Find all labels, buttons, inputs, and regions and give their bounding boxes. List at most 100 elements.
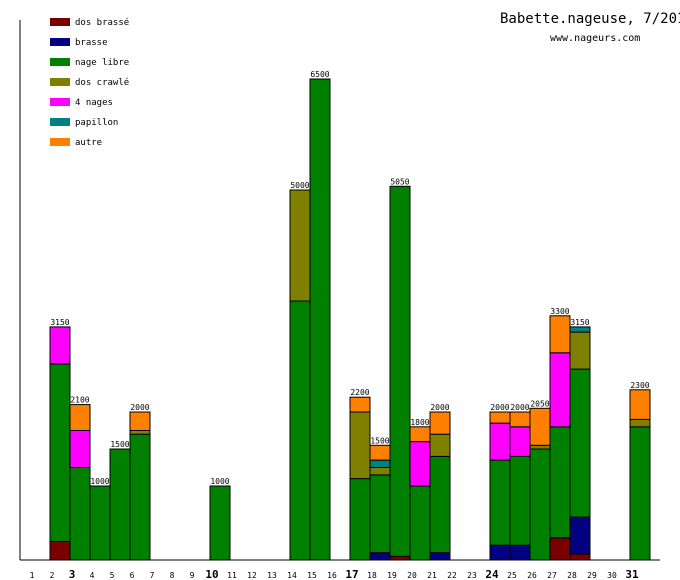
bar-segment-day24-2	[489, 459, 511, 546]
legend-swatch-3	[50, 78, 70, 86]
bar-segment-day25-6	[509, 411, 531, 428]
bar-segment-day10-2	[209, 485, 231, 561]
x-tick-label-22: 22	[447, 571, 457, 580]
bar-segment-day28-5	[569, 326, 591, 333]
bar-segment-day31-3	[629, 418, 651, 428]
x-tick-label-26: 26	[527, 571, 537, 580]
x-tick-label-1: 1	[30, 571, 35, 580]
x-tick-label-27: 27	[547, 571, 557, 580]
bar-segment-day24-1	[489, 544, 511, 561]
x-tick-label-7: 7	[150, 571, 155, 580]
bar-segment-day20-2	[409, 485, 431, 561]
bars-layer	[49, 78, 651, 561]
bar-segment-day21-1	[429, 552, 451, 561]
bar-segment-day14-3	[289, 189, 311, 302]
legend-label-2: nage libre	[75, 58, 129, 68]
bar-segment-day18-2	[369, 474, 391, 554]
legend-label-3: dos crawlé	[75, 77, 129, 88]
total-label-day15: 6500	[310, 70, 329, 79]
total-label-day14: 5000	[290, 181, 309, 190]
total-label-day18: 1500	[370, 436, 389, 445]
bar-segment-day27-6	[549, 315, 571, 354]
bar-segment-day31-2	[629, 426, 651, 561]
legend-label-6: autre	[75, 138, 102, 148]
x-tick-label-10: 10	[205, 568, 218, 580]
bar-segment-day27-0	[549, 537, 571, 561]
total-label-day28: 3150	[570, 318, 589, 327]
bar-segment-day5-2	[109, 448, 131, 561]
bar-segment-day18-5	[369, 459, 391, 469]
x-tick-label-23: 23	[467, 571, 477, 580]
x-tick-label-19: 19	[387, 571, 397, 580]
bar-segment-day26-3	[529, 444, 551, 450]
bar-segment-day24-6	[489, 411, 511, 424]
bar-segment-day2-0	[49, 541, 71, 561]
bar-segment-day19-2	[389, 185, 411, 557]
x-tick-label-15: 15	[307, 571, 317, 580]
legend-swatch-2	[50, 58, 70, 66]
bar-segment-day21-2	[429, 455, 451, 554]
bar-segment-day28-3	[569, 331, 591, 370]
bar-segment-day3-6	[69, 404, 91, 432]
legend-swatch-5	[50, 118, 70, 126]
bar-segment-day17-3	[349, 411, 371, 480]
bar-segment-day18-1	[369, 552, 391, 561]
bar-segment-day20-6	[409, 426, 431, 443]
total-label-day6: 2000	[130, 403, 149, 412]
x-tick-label-13: 13	[267, 571, 277, 580]
bar-segment-day4-2	[89, 485, 111, 561]
bar-segment-day25-1	[509, 544, 531, 561]
bar-segment-day6-6	[129, 411, 151, 431]
chart-title: Babette.nageuse, 7/2017	[500, 11, 680, 27]
bar-segment-day18-6	[369, 444, 391, 461]
bar-segment-day24-4	[489, 422, 511, 461]
total-label-day21: 2000	[430, 403, 449, 412]
x-tick-label-24: 24	[485, 568, 499, 580]
total-label-day5: 1500	[110, 440, 129, 449]
axes-layer	[19, 20, 660, 561]
bar-segment-day21-6	[429, 411, 451, 435]
bar-segment-day6-2	[129, 433, 151, 561]
bar-segment-day26-2	[529, 448, 551, 561]
x-tick-label-9: 9	[190, 571, 195, 580]
legend-label-0: dos brassé	[75, 17, 129, 28]
legend-label-4: 4 nages	[75, 98, 113, 108]
total-label-day10: 1000	[210, 477, 229, 486]
bar-segment-day19-0	[389, 555, 411, 561]
bar-segment-day20-4	[409, 441, 431, 487]
total-label-day31: 2300	[630, 381, 649, 390]
legend-swatch-4	[50, 98, 70, 106]
total-label-day3: 2100	[70, 396, 89, 405]
x-tick-label-20: 20	[407, 571, 417, 580]
x-tick-label-21: 21	[427, 571, 437, 580]
bar-segment-day28-2	[569, 368, 591, 518]
total-labels-layer: 3150 2100 1000 1500 2000 1000 5000 6500 2200 1500…	[50, 70, 649, 486]
x-tick-label-6: 6	[130, 571, 135, 580]
bar-segment-day27-4	[549, 352, 571, 428]
legend-swatch-0	[50, 18, 70, 26]
x-tick-label-30: 30	[607, 571, 617, 580]
bar-segment-day17-2	[349, 478, 371, 561]
bar-segment-day2-2	[49, 363, 71, 542]
bar-segment-day25-2	[509, 455, 531, 546]
x-tick-label-17: 17	[345, 568, 358, 580]
total-label-day25: 2000	[510, 403, 529, 412]
bar-segment-day3-2	[69, 467, 91, 561]
total-label-day24: 2000	[490, 403, 509, 412]
bar-segment-day27-2	[549, 426, 571, 539]
chart-subtitle: www.nageurs.com	[550, 33, 640, 44]
x-tick-label-12: 12	[247, 571, 257, 580]
x-tick-label-4: 4	[90, 571, 95, 580]
bar-segment-day25-4	[509, 426, 531, 457]
total-label-day19: 5050	[390, 177, 409, 186]
total-label-day4: 1000	[90, 477, 109, 486]
bar-segment-day21-3	[429, 433, 451, 457]
x-tick-label-11: 11	[227, 571, 237, 580]
total-label-day17: 2200	[350, 388, 369, 397]
bar-segment-day28-0	[569, 553, 591, 561]
bar-segment-day17-6	[349, 396, 371, 413]
x-tick-label-3: 3	[69, 568, 76, 580]
x-tick-label-29: 29	[587, 571, 597, 580]
x-tick-label-31: 31	[625, 568, 639, 580]
